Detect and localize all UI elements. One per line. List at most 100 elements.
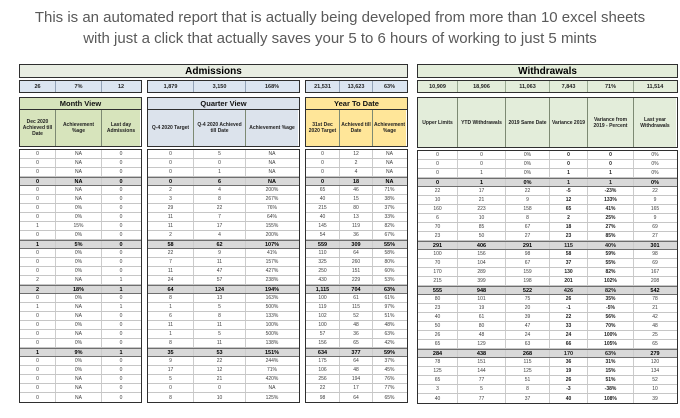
- table-row: 0 5 NA: [148, 150, 299, 159]
- cell: 0: [588, 160, 634, 168]
- cell: 0%: [506, 160, 550, 168]
- table-row: 22 17 22 -5 -23% 22: [418, 187, 677, 196]
- table-row: 6 10 8 2 25% 9: [418, 214, 677, 223]
- cell: 66: [550, 340, 588, 348]
- cell: 157%: [265, 259, 279, 265]
- cell: 0: [119, 367, 123, 373]
- cell: 8: [148, 294, 194, 302]
- cell: 0: [20, 294, 56, 302]
- table-row: 2 NA 1: [20, 276, 141, 285]
- table-row: 10 21 9 12 133% 9: [418, 196, 677, 205]
- table-row: 215 399 198 201 102% 208: [418, 277, 677, 286]
- table-row: 3 8 267%: [148, 195, 299, 204]
- column-header: Last year Withdrawals: [634, 98, 676, 147]
- withdrawals-header: Withdrawals: [417, 64, 678, 78]
- table-row: 0 0 NA: [148, 159, 299, 168]
- cell: 67%: [384, 232, 395, 238]
- cell: 0: [20, 312, 56, 320]
- cell: 3: [148, 195, 194, 203]
- cell: 48: [652, 323, 658, 329]
- cell: 55%: [588, 259, 634, 267]
- cell: 11: [194, 339, 246, 347]
- cell: 65: [418, 376, 458, 384]
- cell: 0: [119, 160, 123, 166]
- cell: 0%: [651, 170, 659, 176]
- cell: 5: [194, 330, 246, 338]
- ytd-summary-box: 21,531 13,623 63%: [305, 80, 408, 93]
- cell: 100%: [265, 322, 279, 328]
- cell: 80%: [384, 259, 395, 265]
- cell: 0: [119, 187, 123, 193]
- cell: 0%: [56, 249, 102, 257]
- withdrawals-columns: Upper Limits YTD Withdrawals 2019 Same Dat…: [418, 98, 677, 147]
- table-row: 100 48 48%: [306, 321, 407, 330]
- cell: 46: [340, 186, 373, 194]
- cell: 100: [418, 250, 458, 258]
- cell: 65: [306, 186, 340, 194]
- table-row: 0 0% 0: [20, 267, 141, 276]
- cell: 27%: [588, 223, 634, 231]
- cell: 377: [340, 349, 373, 356]
- cell: 129: [458, 340, 506, 348]
- cell: 70%: [588, 322, 634, 330]
- year-to-date-columns: 31st Dec 2020 Target Achieved till Date Ac…: [306, 110, 407, 146]
- summary-value: 11,063: [506, 81, 550, 92]
- subtotal-row: 2 18% 1: [20, 285, 141, 294]
- cell: 0: [119, 214, 123, 220]
- cell: 24: [550, 331, 588, 339]
- cell: 12: [340, 150, 373, 158]
- table-row: 0 NA 0: [20, 393, 141, 402]
- cell: 0: [306, 150, 340, 158]
- cell: NA: [56, 312, 102, 320]
- cell: 156: [458, 250, 506, 258]
- table-row: 2 4 200%: [148, 231, 299, 240]
- cell: 78: [418, 358, 458, 366]
- cell: 1: [20, 349, 56, 356]
- cell: 291: [506, 242, 550, 249]
- cell: 100: [306, 321, 340, 329]
- cell: 0%: [56, 258, 102, 266]
- summary-value: 21,531: [306, 81, 340, 92]
- cell: 159: [506, 268, 550, 276]
- summary-value: 168%: [264, 83, 280, 90]
- cell: 27: [506, 232, 550, 240]
- cell: 0%: [56, 204, 102, 212]
- cell: NA: [386, 151, 393, 157]
- subtotal-row: 0 6 NA: [148, 177, 299, 186]
- cell: NA: [56, 384, 102, 392]
- subtotal-row: 0 18 NA: [306, 177, 407, 186]
- cell: 0: [148, 150, 194, 158]
- table-row: 80 101 75 26 35% 78: [418, 295, 677, 304]
- table-row: 0 0% 0: [20, 204, 141, 213]
- cell: NA: [56, 159, 102, 167]
- cell: 0: [119, 268, 123, 274]
- cell: -1: [550, 304, 588, 312]
- cell: 426: [550, 287, 588, 294]
- cell: 500%: [265, 331, 279, 337]
- cell: 64: [148, 286, 194, 293]
- cell: 7: [194, 213, 246, 221]
- cell: 267%: [265, 196, 279, 202]
- report-body: Admissions 26 7% 12 1,879 3,150 168% 21,531 1…: [19, 64, 680, 404]
- withdrawals-group: Upper Limits YTD Withdrawals 2019 Same Dat…: [417, 97, 678, 404]
- cell: 80: [340, 204, 373, 212]
- table-row: 1 5 500%: [148, 303, 299, 312]
- table-row: 0 4 NA: [306, 168, 407, 177]
- cell: 0%: [56, 339, 102, 347]
- table-row: 0 0 0% 0 0 0%: [418, 160, 677, 169]
- cell: 5: [194, 150, 246, 158]
- cell: 82%: [384, 223, 395, 229]
- cell: 291: [418, 242, 458, 249]
- cell: 0: [418, 169, 458, 177]
- cell: 0: [119, 232, 123, 238]
- cell: 8: [194, 312, 246, 320]
- cell: 0: [148, 384, 194, 392]
- cell: 52: [340, 312, 373, 320]
- cell: 77: [458, 376, 506, 384]
- cell: 256: [306, 375, 340, 383]
- column-header: Upper Limits: [418, 98, 458, 147]
- cell: 104: [458, 259, 506, 267]
- cell: 65%: [384, 394, 395, 401]
- cell: 9: [653, 197, 657, 203]
- cell: 64: [340, 249, 373, 257]
